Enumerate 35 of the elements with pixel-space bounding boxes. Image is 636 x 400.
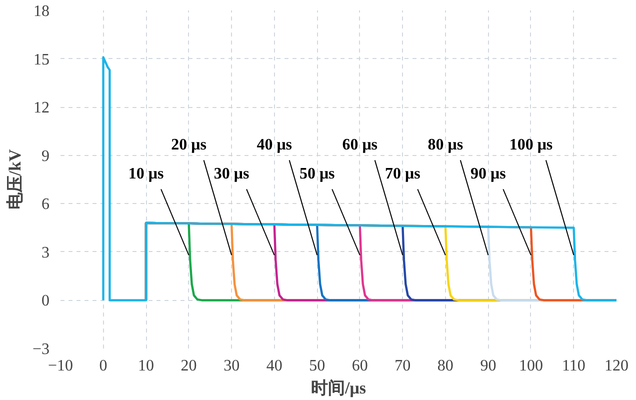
annotation: 60 μs xyxy=(342,136,378,154)
annotation: 80 μs xyxy=(428,136,464,154)
y-tick-label: 18 xyxy=(34,3,50,20)
annotation: 10 μs xyxy=(128,166,164,183)
y-tick-label: 15 xyxy=(34,51,50,68)
y-tick-label: 9 xyxy=(42,148,50,165)
x-tick-label: 80 xyxy=(437,358,454,374)
x-tick-label: 60 xyxy=(352,358,368,374)
y-axis-title: 电压/kV xyxy=(5,148,24,210)
annotation: 90 μs xyxy=(470,166,506,183)
x-axis-title: 时间/μs xyxy=(311,378,366,398)
x-tick-label: 110 xyxy=(562,358,586,374)
annotation: 70 μs xyxy=(385,166,420,183)
x-tick-label: 30 xyxy=(224,358,240,374)
x-tick-label: 90 xyxy=(480,358,496,374)
x-tick-label: 70 xyxy=(394,358,411,374)
y-tick-label: 0 xyxy=(42,292,50,310)
annotation: 100 μs xyxy=(509,136,553,154)
y-tick-label: 3 xyxy=(42,244,50,262)
annotation: 30 μs xyxy=(214,166,250,183)
y-tick-label: 12 xyxy=(34,100,50,117)
x-tick-label: 40 xyxy=(266,358,282,374)
x-tick-label: 100 xyxy=(518,358,543,374)
x-tick-label: 20 xyxy=(180,358,197,374)
x-tick-label: 50 xyxy=(309,358,326,374)
annotation: 50 μs xyxy=(299,166,335,183)
x-tick-label: 0 xyxy=(99,358,108,374)
y-tick-label: −3 xyxy=(32,341,50,358)
x-tick-label: −10 xyxy=(48,358,74,374)
x-tick-label: 120 xyxy=(604,358,628,374)
annotation: 40 μs xyxy=(256,136,292,154)
x-tick-label: 10 xyxy=(138,358,154,374)
line-series xyxy=(102,56,616,302)
annotation: 20 μs xyxy=(171,136,206,154)
y-tick-label: 6 xyxy=(42,196,50,214)
